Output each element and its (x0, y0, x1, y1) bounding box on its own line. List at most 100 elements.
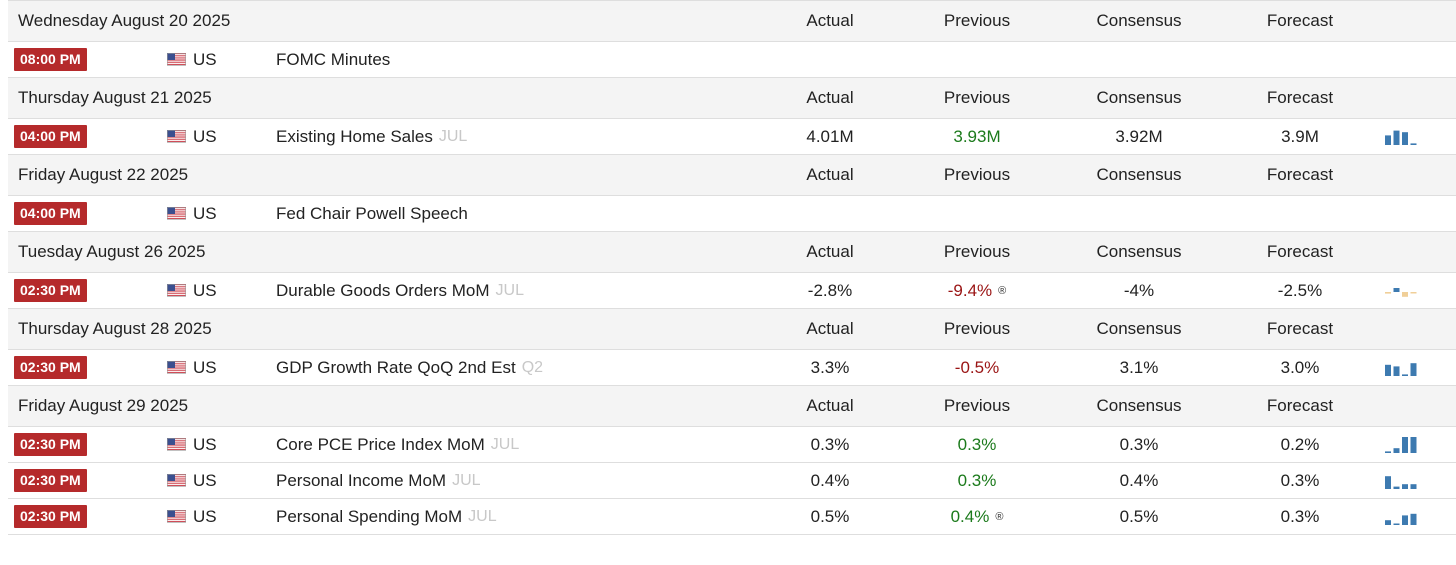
date-header-row: Friday August 29 2025 Actual Previous Conse… (8, 386, 1456, 427)
sparkline-cell[interactable] (1384, 273, 1420, 308)
column-header-previous[interactable]: Previous (943, 242, 1011, 261)
actual-value: 0.5% (810, 506, 850, 526)
column-header-consensus[interactable]: Consensus (1096, 88, 1182, 107)
column-header-consensus[interactable]: Consensus (1096, 396, 1182, 415)
column-header-consensus[interactable]: Consensus (1096, 11, 1182, 30)
us-flag-icon (167, 361, 186, 374)
sparkline-chart[interactable] (1384, 472, 1418, 490)
sparkline-cell[interactable] (1384, 463, 1420, 498)
sparkline-bar (1410, 291, 1417, 293)
time-badge: 02:30 PM (14, 469, 87, 492)
column-header-previous[interactable]: Previous (943, 165, 1011, 184)
us-flag-icon (167, 510, 186, 523)
sparkline-chart[interactable] (1384, 359, 1418, 377)
sparkline-bar (1402, 373, 1408, 376)
event-name-link[interactable]: Personal Spending MoM (276, 506, 463, 526)
us-flag-icon (167, 53, 186, 66)
event-name-link[interactable]: GDP Growth Rate QoQ 2nd Est (276, 357, 516, 377)
sparkline-chart[interactable] (1384, 128, 1418, 146)
consensus-value: 3.1% (1119, 357, 1159, 377)
forecast-value: 0.3% (1280, 506, 1320, 526)
event-row[interactable]: 02:30 PM US Core PCE Price Index MoM JUL 0.3… (8, 427, 1456, 463)
column-header-actual[interactable]: Actual (806, 319, 854, 338)
event-name-link[interactable]: Existing Home Sales (276, 126, 433, 146)
sparkline-chart[interactable] (1384, 508, 1418, 526)
event-row[interactable]: 04:00 PM US Fed Chair Powell Speech (8, 196, 1456, 232)
sparkline-cell[interactable] (1384, 350, 1420, 385)
date-label: Friday August 29 2025 (18, 396, 189, 415)
column-header-actual[interactable]: Actual (806, 165, 854, 184)
column-header-actual[interactable]: Actual (806, 88, 854, 107)
actual-value (765, 196, 895, 231)
reference-period: JUL (495, 281, 524, 299)
actual-value: 4.01M (806, 126, 854, 146)
consensus-value: 0.4% (1119, 470, 1159, 490)
sparkline-bar (1385, 450, 1391, 453)
previous-value: -0.5% (954, 357, 1000, 377)
column-header-actual[interactable]: Actual (806, 396, 854, 415)
event-row[interactable]: 02:30 PM US Personal Income MoM JUL 0.4% 0.3%… (8, 463, 1456, 499)
time-badge: 04:00 PM (14, 202, 87, 225)
column-header-forecast[interactable]: Forecast (1266, 396, 1334, 415)
column-header-actual[interactable]: Actual (806, 11, 854, 30)
event-name-link[interactable]: Personal Income MoM (276, 470, 447, 490)
sparkline-chart[interactable] (1384, 436, 1418, 454)
column-header-forecast[interactable]: Forecast (1266, 319, 1334, 338)
event-name-link[interactable]: Core PCE Price Index MoM (276, 434, 485, 454)
sparkline-bar (1402, 514, 1408, 525)
sparkline-bar (1385, 134, 1391, 145)
reference-period: Q2 (521, 358, 544, 376)
column-header-forecast[interactable]: Forecast (1266, 165, 1334, 184)
column-header-consensus[interactable]: Consensus (1096, 319, 1182, 338)
previous-cell: 0.3% (912, 463, 1042, 498)
country-label: US (193, 49, 217, 69)
date-header-row: Tuesday August 26 2025 Actual Previous Cons… (8, 232, 1456, 273)
economic-calendar-table: Wednesday August 20 2025 Actual Previous Co… (8, 0, 1456, 535)
column-header-forecast[interactable]: Forecast (1266, 242, 1334, 261)
column-header-forecast[interactable]: Forecast (1266, 11, 1334, 30)
event-cell: Core PCE Price Index MoM JUL (276, 427, 519, 462)
consensus-value (1074, 42, 1204, 77)
event-row[interactable]: 04:00 PM US Existing Home Sales JUL 4.01M 3.9… (8, 119, 1456, 155)
sparkline-cell[interactable] (1384, 119, 1420, 154)
event-row[interactable]: 02:30 PM US Durable Goods Orders MoM JUL -2.… (8, 273, 1456, 309)
column-header-actual[interactable]: Actual (806, 242, 854, 261)
forecast-value: 0.3% (1280, 470, 1320, 490)
sparkline-bar (1402, 436, 1408, 453)
event-row[interactable]: 02:30 PM US GDP Growth Rate QoQ 2nd Est Q2 3… (8, 350, 1456, 386)
event-name-link[interactable]: Fed Chair Powell Speech (276, 203, 468, 223)
column-header-previous[interactable]: Previous (943, 396, 1011, 415)
column-header-previous[interactable]: Previous (943, 88, 1011, 107)
date-label: Tuesday August 26 2025 (18, 242, 206, 261)
forecast-value: 3.9M (1281, 126, 1319, 146)
sparkline-bar (1385, 519, 1391, 525)
sparkline-cell[interactable] (1384, 196, 1420, 231)
date-label: Friday August 22 2025 (18, 165, 189, 184)
forecast-value (1235, 42, 1365, 77)
actual-value: 0.4% (810, 470, 850, 490)
actual-value: -2.8% (807, 280, 853, 300)
us-flag-icon (167, 474, 186, 487)
reference-period: JUL (452, 471, 481, 489)
country-label: US (193, 470, 217, 490)
sparkline-chart[interactable] (1384, 282, 1418, 300)
date-label: Wednesday August 20 2025 (18, 11, 231, 30)
event-cell: Existing Home Sales JUL (276, 119, 467, 154)
sparkline-cell[interactable] (1384, 427, 1420, 462)
time-cell: 04:00 PM (14, 196, 87, 231)
column-header-forecast[interactable]: Forecast (1266, 88, 1334, 107)
column-header-consensus[interactable]: Consensus (1096, 242, 1182, 261)
column-header-consensus[interactable]: Consensus (1096, 165, 1182, 184)
date-header-row: Friday August 22 2025 Actual Previous Conse… (8, 155, 1456, 196)
forecast-value: 3.0% (1280, 357, 1320, 377)
event-row[interactable]: 08:00 PM US FOMC Minutes (8, 42, 1456, 78)
event-row[interactable]: 02:30 PM US Personal Spending MoM JUL 0.5% 0.… (8, 499, 1456, 535)
sparkline-cell[interactable] (1384, 42, 1420, 77)
event-name-link[interactable]: Durable Goods Orders MoM (276, 280, 490, 300)
column-header-previous[interactable]: Previous (943, 319, 1011, 338)
event-name-link[interactable]: FOMC Minutes (276, 49, 391, 69)
sparkline-cell[interactable] (1384, 499, 1420, 534)
sparkline-bar (1410, 142, 1417, 145)
column-header-previous[interactable]: Previous (943, 11, 1011, 30)
time-cell: 02:30 PM (14, 273, 87, 308)
